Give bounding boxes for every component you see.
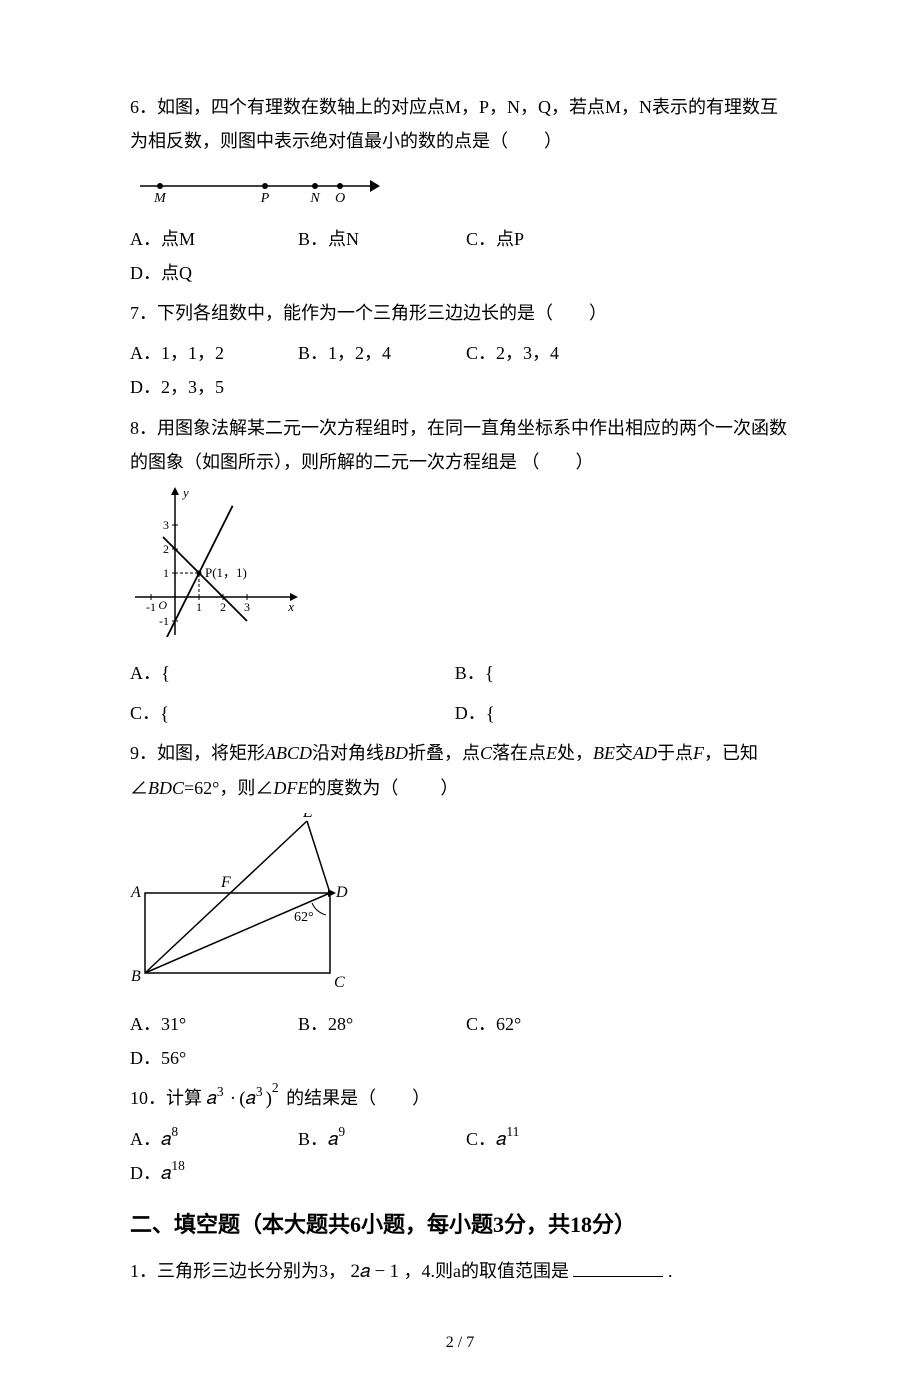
q8-optA: A．{x + y − 2 = 0,3x − 2y − 1 = 0: [130, 656, 447, 690]
q10-options: A．a8 B．a9 C．a11 D．a18: [130, 1122, 790, 1190]
q9-optA: A．31°: [130, 1007, 290, 1041]
svg-text:-1: -1: [159, 614, 169, 628]
q6-optD: D．点Q: [130, 256, 290, 290]
q9-figure: 62° A B C D E F: [130, 813, 790, 999]
svg-text:A: A: [130, 884, 141, 901]
q9-lead: 9．如图，将矩形ABCD沿对角线BD折叠，点C落在点E处，BE交AD于点F，已知…: [130, 743, 758, 797]
q9-text: 9．如图，将矩形ABCD沿对角线BD折叠，点C落在点E处，BE交AD于点F，已知…: [130, 736, 790, 804]
q10-tail: 的结果是（ ）: [286, 1088, 430, 1108]
q10-optC: C．a11: [466, 1122, 626, 1156]
svg-text:P(1，1): P(1，1): [205, 565, 247, 580]
section2-title: 二、填空题（本大题共6小题，每小题3分，共18分）: [130, 1204, 790, 1246]
svg-text:2: 2: [163, 542, 169, 556]
q8-options-row2: C．{2x − y − 1 = 0,3x + 2y − 5 = 0 D．{x +…: [130, 696, 790, 730]
svg-text:F: F: [220, 874, 231, 891]
svg-text:x: x: [287, 599, 294, 614]
svg-text:1: 1: [196, 600, 202, 614]
q8-figure: xyO-1123-1123P(1，1): [130, 487, 790, 648]
q6-optA: A．点M: [130, 222, 290, 256]
q6-figure: MPNQ: [130, 166, 790, 213]
s2q1-b: ，4.则a的取值范围是: [403, 1261, 569, 1281]
svg-text:N: N: [309, 191, 320, 202]
q8-options-row1: A．{x + y − 2 = 0,3x − 2y − 1 = 0 B．{2x −…: [130, 656, 790, 690]
svg-text:2: 2: [220, 600, 226, 614]
q8-optB: B．{2x − y − 1 = 0,3x − 2y − 1 = 0: [455, 656, 772, 690]
svg-text:-1: -1: [146, 600, 156, 614]
q8-optD: D．{x + y − 2 = 0,2x − y − 1 = 0: [455, 696, 772, 730]
svg-text:Q: Q: [335, 191, 345, 202]
s2q1-tail: .: [668, 1261, 673, 1281]
q7-optD: D．2，3，5: [130, 370, 290, 404]
q9-options: A．31° B．28° C．62° D．56°: [130, 1007, 790, 1075]
q10-text: 10．计算 a3· (a3)2 的结果是（ ）: [130, 1081, 790, 1115]
svg-text:C: C: [334, 974, 345, 988]
q6-options: A．点M B．点N C．点P D．点Q: [130, 222, 790, 290]
q10-optA: A．a8: [130, 1122, 290, 1156]
q7-text: 7．下列各组数中，能作为一个三角形三边边长的是（ ）: [130, 296, 790, 330]
q9-optB: B．28°: [298, 1007, 458, 1041]
q6-optB: B．点N: [298, 222, 458, 256]
page-content: 6．如图，四个有理数在数轴上的对应点M，P，N，Q，若点M，N表示的有理数互为相…: [0, 0, 920, 1398]
svg-text:62°: 62°: [294, 910, 314, 925]
q8-optC: C．{2x − y − 1 = 0,3x + 2y − 5 = 0: [130, 696, 447, 730]
q6-optC: C．点P: [466, 222, 626, 256]
q10-optD: D．a18: [130, 1156, 290, 1190]
q7-options: A．1，1，2 B．1，2，4 C．2，3，4 D．2，3，5: [130, 336, 790, 404]
q6-text: 6．如图，四个有理数在数轴上的对应点M，P，N，Q，若点M，N表示的有理数互为相…: [130, 90, 790, 158]
svg-text:P: P: [260, 191, 270, 202]
svg-text:y: y: [181, 487, 189, 500]
svg-text:E: E: [302, 813, 313, 821]
svg-text:D: D: [335, 884, 348, 901]
s2q1-a: 1．三角形三边长分别为3，: [130, 1261, 346, 1281]
svg-text:M: M: [153, 191, 167, 202]
svg-text:3: 3: [244, 600, 250, 614]
s2q1-text: 1．三角形三边长分别为3， 2a−1 ，4.则a的取值范围是 .: [130, 1254, 790, 1288]
svg-text:1: 1: [163, 566, 169, 580]
page-footer: 2 / 7: [130, 1328, 790, 1358]
q10-lead: 10．计算: [130, 1088, 202, 1108]
q7-optB: B．1，2，4: [298, 336, 458, 370]
s2q1-blank: [573, 1256, 663, 1277]
q8-text: 8．用图象法解某二元一次方程组时，在同一直角坐标系中作出相应的两个一次函数的图象…: [130, 411, 790, 479]
svg-text:3: 3: [163, 518, 169, 532]
q7-optA: A．1，1，2: [130, 336, 290, 370]
q10-optB: B．a9: [298, 1122, 458, 1156]
svg-text:B: B: [131, 968, 141, 985]
svg-text:O: O: [158, 598, 167, 612]
q7-optC: C．2，3，4: [466, 336, 626, 370]
q9-optC: C．62°: [466, 1007, 626, 1041]
q9-optD: D．56°: [130, 1041, 290, 1075]
